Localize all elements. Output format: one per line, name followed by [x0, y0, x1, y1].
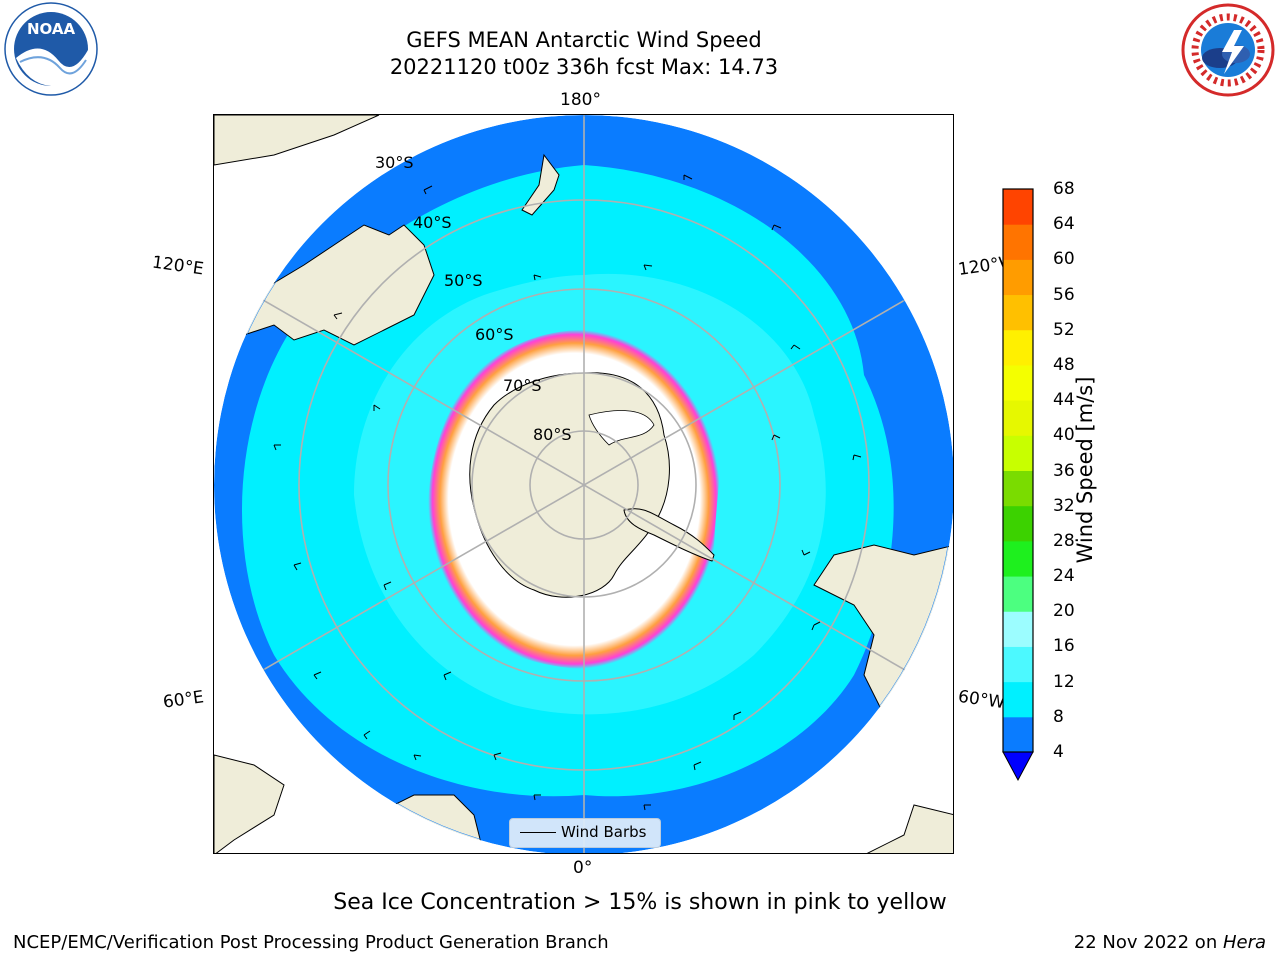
latitude-label-60s: 60°S: [475, 325, 514, 344]
longitude-label-60w: 60°W: [956, 686, 1007, 714]
colorbar-segment: [1003, 435, 1033, 471]
legend-label: Wind Barbs: [561, 823, 647, 841]
footer-date: 22 Nov 2022 on Hera: [1074, 932, 1266, 953]
land-outside-disc: [214, 115, 953, 853]
meridian-lines: [214, 115, 953, 853]
colorbar-tick: 24: [1053, 566, 1075, 587]
colorbar-segment: [1003, 505, 1033, 542]
colorbar-tick: 36: [1053, 460, 1075, 481]
colorbar-tick: 16: [1053, 636, 1075, 657]
colorbar-tick: 48: [1053, 354, 1075, 375]
colorbar-segment: [1003, 681, 1033, 718]
wind-speed-colorbar: [1002, 188, 1034, 782]
colorbar-segment: [1003, 611, 1033, 647]
colorbar-tick: 60: [1053, 249, 1075, 270]
colorbar-tick: 32: [1053, 495, 1075, 516]
longitude-label-60e: 60°E: [161, 687, 206, 713]
colorbar-segment: [1003, 224, 1033, 260]
colorbar-segment: [1003, 189, 1033, 225]
footer-organization: NCEP/EMC/Verification Post Processing Pr…: [13, 932, 609, 953]
noaa-logo-text: NOAA: [27, 20, 76, 38]
colorbar-tick: 12: [1053, 671, 1075, 692]
sea-ice-caption: Sea Ice Concentration > 15% is shown in …: [333, 890, 947, 915]
ross-ice-shelf: [588, 410, 655, 446]
australia-landmass: [214, 224, 435, 346]
map-title: GEFS MEAN Antarctic Wind Speed: [406, 28, 762, 52]
colorbar-tick: 68: [1053, 179, 1075, 199]
map-subtitle: 20221120 t00z 336h fcst Max: 14.73: [389, 55, 779, 79]
latitude-label-50s: 50°S: [444, 271, 483, 290]
latitude-label-30s: 30°S: [375, 153, 414, 172]
colorbar-tick: 44: [1053, 390, 1075, 411]
polar-map: [213, 114, 954, 854]
colorbar-segment: [1003, 470, 1033, 507]
colorbar-tick: 56: [1053, 284, 1075, 305]
colorbar-segment: [1003, 716, 1033, 753]
colorbar-segment: [1003, 576, 1033, 612]
colorbar-tick: 20: [1053, 601, 1075, 622]
colorbar-segment: [1003, 364, 1033, 401]
colorbar-tick: 52: [1053, 319, 1075, 340]
colorbar-tick: 4: [1053, 742, 1064, 762]
longitude-label-120e: 120°E: [150, 252, 205, 280]
colorbar-tick: 64: [1053, 214, 1075, 235]
colorbar-tick: 28: [1053, 530, 1075, 551]
colorbar-segment: [1003, 259, 1033, 296]
latitude-label-70s: 70°S: [503, 376, 542, 395]
longitude-label-180: 180°: [560, 90, 601, 110]
new-zealand-landmass: [521, 153, 560, 216]
colorbar-segment: [1003, 329, 1033, 366]
colorbar-tick: 8: [1053, 706, 1064, 727]
colorbar-segment: [1003, 400, 1033, 436]
national-weather-service-logo: [1178, 2, 1278, 98]
colorbar-under-triangle: [1002, 751, 1034, 782]
wind-barbs: [273, 174, 862, 811]
colorbar-tick: 40: [1053, 425, 1075, 446]
latitude-label-80s: 80°S: [533, 425, 572, 444]
footer-host: Hera: [1222, 932, 1266, 953]
legend-line-swatch: [520, 832, 556, 834]
noaa-logo: NOAA: [0, 0, 104, 98]
footer-date-text: 22 Nov 2022 on: [1073, 932, 1223, 953]
wind-barb-legend: Wind Barbs: [509, 818, 661, 848]
latitude-label-40s: 40°S: [413, 213, 452, 232]
longitude-label-0: 0°: [573, 858, 593, 878]
colorbar-segment: [1003, 294, 1033, 331]
colorbar-segment: [1003, 540, 1033, 577]
colorbar-segment: [1003, 646, 1033, 683]
colorbar-label: Wind Speed [m/s]: [1073, 376, 1097, 564]
